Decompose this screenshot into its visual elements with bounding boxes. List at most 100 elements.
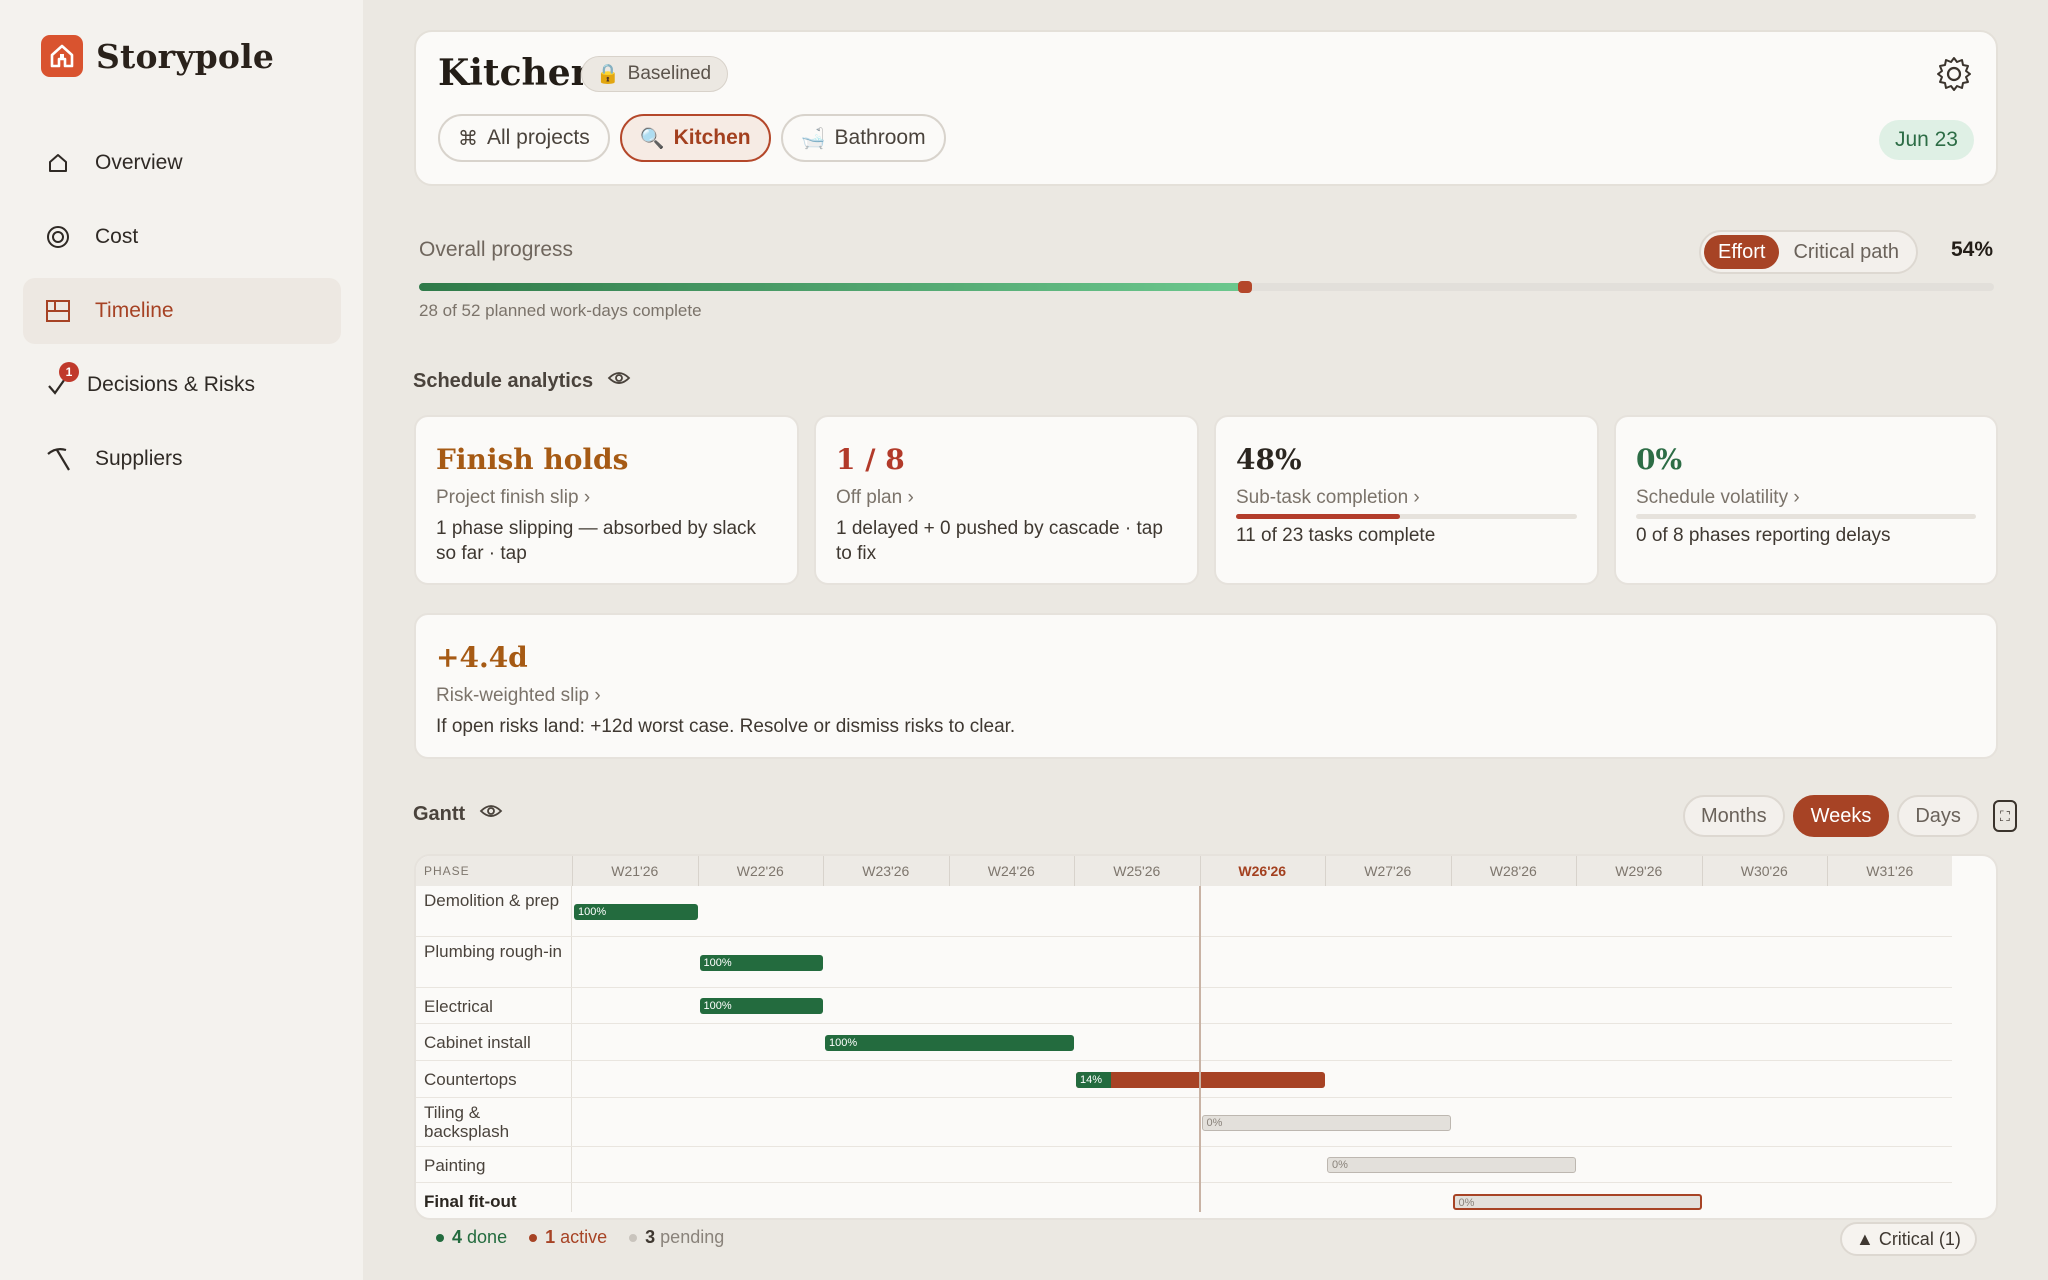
gantt-zoom-controls: Months Weeks Days ⛶: [1683, 795, 2017, 837]
bathtub-icon: 🛁: [800, 127, 826, 150]
zoom-months-button[interactable]: Months: [1683, 795, 1785, 837]
tab-kitchen[interactable]: 🔍 Kitchen: [619, 114, 771, 162]
critical-filter-button[interactable]: ▲ Critical (1): [1840, 1222, 1977, 1256]
gantt-bar[interactable]: 100%: [825, 1034, 1074, 1051]
gantt-row[interactable]: Demolition & prep 100%: [416, 886, 1952, 937]
gear-icon[interactable]: [1934, 54, 1974, 94]
volatility-progress-bar: [1636, 514, 1976, 519]
tab-all-projects[interactable]: ⌘ All projects: [438, 114, 610, 162]
search-icon: 🔍: [639, 127, 665, 150]
timeline-icon: [43, 296, 73, 326]
card-label: Schedule volatility ›: [1636, 487, 1800, 508]
gantt-row[interactable]: Cabinet install 100%: [416, 1024, 1952, 1061]
card-value: 1 / 8: [836, 443, 905, 476]
check-icon: [43, 370, 73, 400]
pickaxe-icon: [43, 444, 73, 474]
sidebar-item-decisions-risks[interactable]: 1 Decisions & Risks: [23, 352, 341, 418]
sidebar-item-timeline[interactable]: Timeline: [23, 278, 341, 344]
card-description: If open risks land: +12d worst case. Res…: [436, 716, 1016, 737]
gantt-bar[interactable]: 0%: [1452, 1193, 1702, 1210]
overall-progress-subtitle: 28 of 52 planned work-days complete: [419, 301, 702, 320]
gantt-bar-label: 14%: [1080, 1073, 1103, 1086]
sidebar-item-label: Overview: [95, 151, 183, 174]
sidebar-item-label: Timeline: [95, 299, 174, 322]
gantt-bar[interactable]: 100%: [574, 903, 698, 920]
gantt-row[interactable]: Final fit-out 0%: [416, 1183, 1952, 1218]
sidebar-item-suppliers[interactable]: Suppliers: [23, 426, 341, 492]
gantt-bar-label: 0%: [1458, 1196, 1475, 1209]
overall-progress-bar: [419, 281, 1994, 293]
gantt-bar-progress: [1076, 1071, 1111, 1088]
eye-icon[interactable]: [479, 802, 503, 826]
legend-pending: 3 pending: [629, 1227, 724, 1248]
gantt-row[interactable]: Plumbing rough-in 100%: [416, 937, 1952, 988]
project-tabs: ⌘ All projects 🔍 Kitchen 🛁 Bathroom: [438, 114, 946, 162]
phase-column-divider: [571, 886, 572, 1212]
overall-progress-percent: 54%: [1951, 238, 1994, 261]
zoom-weeks-button[interactable]: Weeks: [1792, 795, 1890, 837]
gantt-legend: 4 done 1 active 3 pending: [436, 1227, 724, 1248]
home-icon: [43, 148, 73, 178]
legend-done: 4 done: [436, 1227, 507, 1248]
sidebar-nav: Overview Cost Timeline 1 Decisions & Ris…: [23, 130, 341, 500]
gantt-row[interactable]: Tiling & backsplash 0%: [416, 1098, 1952, 1147]
gantt-row[interactable]: Electrical 100%: [416, 988, 1952, 1024]
section-title: Schedule analytics: [413, 369, 594, 392]
week-divider: [823, 856, 824, 886]
gantt-bar[interactable]: 100%: [699, 998, 823, 1014]
card-value: 0%: [1636, 443, 1683, 476]
tab-label: Kitchen: [673, 126, 751, 149]
sidebar-item-label: Cost: [95, 225, 139, 248]
week-header: W27'26: [1364, 863, 1412, 879]
sidebar-item-cost[interactable]: Cost: [23, 204, 341, 270]
lock-icon: 🔒: [596, 64, 620, 85]
zoom-days-button[interactable]: Days: [1897, 795, 1979, 837]
brand[interactable]: Storypole: [41, 35, 274, 77]
week-header: W26'26: [1238, 863, 1287, 879]
gantt-bar-label: 100%: [703, 956, 732, 969]
today-line: [1199, 886, 1201, 1212]
sidebar: Storypole Overview Cost Timeline 1 D: [0, 0, 363, 1280]
progress-fill: [419, 283, 1244, 291]
finish-slip-card[interactable]: Finish holds Project finish slip › 1 pha…: [414, 415, 799, 585]
date-chip[interactable]: Jun 23: [1878, 120, 1974, 160]
card-value: +4.4d: [436, 641, 528, 674]
gantt-header: PHASE W21'26 W22'26 W23'26 W24'26 W25'26 W26'…: [416, 856, 1952, 886]
card-value: Finish holds: [436, 443, 629, 476]
phase-name: Cabinet install: [424, 1033, 531, 1052]
subtask-completion-card[interactable]: 48% Sub-task completion › 11 of 23 tasks…: [1214, 415, 1599, 585]
tab-bathroom[interactable]: 🛁 Bathroom: [780, 114, 946, 162]
gantt-row[interactable]: Countertops 14%: [416, 1061, 1952, 1098]
fullscreen-icon[interactable]: ⛶: [1992, 800, 2017, 832]
week-header: W25'26: [1113, 863, 1161, 879]
week-divider: [1827, 856, 1828, 886]
phase-column-header: PHASE: [424, 864, 470, 878]
gantt-bar[interactable]: 0%: [1201, 1114, 1451, 1131]
section-title: Gantt: [413, 802, 466, 825]
week-divider: [1325, 856, 1326, 886]
risk-weighted-slip-card[interactable]: +4.4d Risk-weighted slip › If open risks…: [414, 613, 1998, 759]
gantt-bar-label: 100%: [578, 905, 607, 918]
week-header: W23'26: [862, 863, 910, 879]
gantt-bar-label: 100%: [829, 1036, 858, 1049]
status-badge: 🔒 Baselined: [581, 56, 729, 92]
eye-icon[interactable]: [607, 369, 631, 393]
gantt-row[interactable]: Painting 0%: [416, 1147, 1952, 1183]
target-icon: [43, 222, 73, 252]
schedule-volatility-card[interactable]: 0% Schedule volatility › 0 of 8 phases r…: [1614, 415, 1998, 585]
gantt-chart: PHASE W21'26 W22'26 W23'26 W24'26 W25'26 W26'…: [414, 854, 1998, 1220]
sidebar-item-overview[interactable]: Overview: [23, 130, 341, 196]
card-label: Risk-weighted slip ›: [436, 685, 601, 706]
status-badge-label: Baselined: [627, 63, 712, 84]
gantt-heading: Gantt: [413, 802, 503, 826]
mode-effort-button[interactable]: Effort: [1704, 235, 1780, 269]
card-description: 11 of 23 tasks complete: [1236, 525, 1436, 546]
gantt-bar[interactable]: 0%: [1327, 1157, 1576, 1173]
off-plan-card[interactable]: 1 / 8 Off plan › 1 delayed + 0 pushed by…: [814, 415, 1199, 585]
sidebar-item-label: Suppliers: [95, 447, 183, 470]
week-header: W31'26: [1866, 863, 1914, 879]
week-header: W21'26: [611, 863, 659, 879]
gantt-bar[interactable]: 100%: [699, 954, 823, 971]
mode-critical-path-button[interactable]: Critical path: [1793, 240, 1900, 263]
phase-name: Electrical: [424, 996, 493, 1016]
